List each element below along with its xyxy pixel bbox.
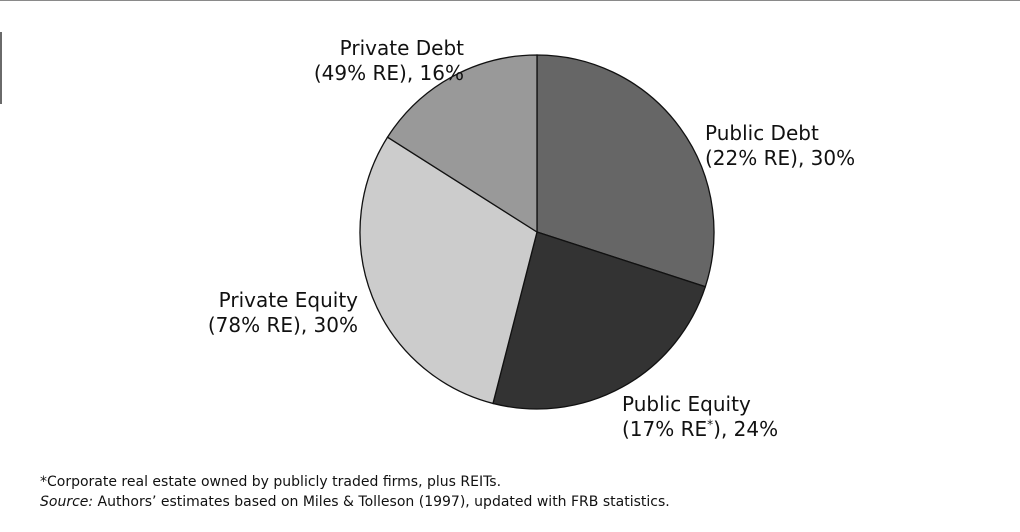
slice-private-equity [359,136,538,405]
label-public-debt-value: (22% RE), 30% [705,146,856,170]
label-public-equity-name: Public Equity [622,392,751,416]
label-private-debt: Private Debt (49% RE), 16% [314,36,464,86]
label-public-debt-name: Public Debt [705,121,819,145]
label-private-debt-name: Private Debt [339,36,464,60]
label-public-debt: Public Debt (22% RE), 30% [705,121,855,171]
label-public-equity-value: (17% RE*), 24% [622,417,778,442]
footnote: *Corporate real estate owned by publicly… [40,474,502,490]
slice-public-debt [536,54,715,288]
label-private-equity-name: Private Equity [218,288,358,312]
label-private-equity: Private Equity (78% RE), 30% [208,288,358,338]
label-private-debt-value: (49% RE), 16% [313,61,464,85]
slice-private-debt [386,54,538,234]
source-text: Authors’ estimates based on Miles & Toll… [93,494,670,510]
label-public-equity-asterisk: * [707,417,714,432]
top-border [0,0,1020,1]
source-line: Source: Authors’ estimates based on Mile… [40,492,670,512]
source-label: Source: [40,494,94,510]
left-border-mark [0,32,2,104]
chart-notes: *Corporate real estate owned by publicly… [40,472,670,512]
slice-public-equity [492,231,707,410]
label-public-equity-value-a: (17% RE [622,417,708,441]
label-private-equity-value: (78% RE), 30% [207,313,358,337]
label-public-equity: Public Equity (17% RE*), 24% [622,392,778,442]
label-public-equity-value-b: ), 24% [713,417,779,441]
